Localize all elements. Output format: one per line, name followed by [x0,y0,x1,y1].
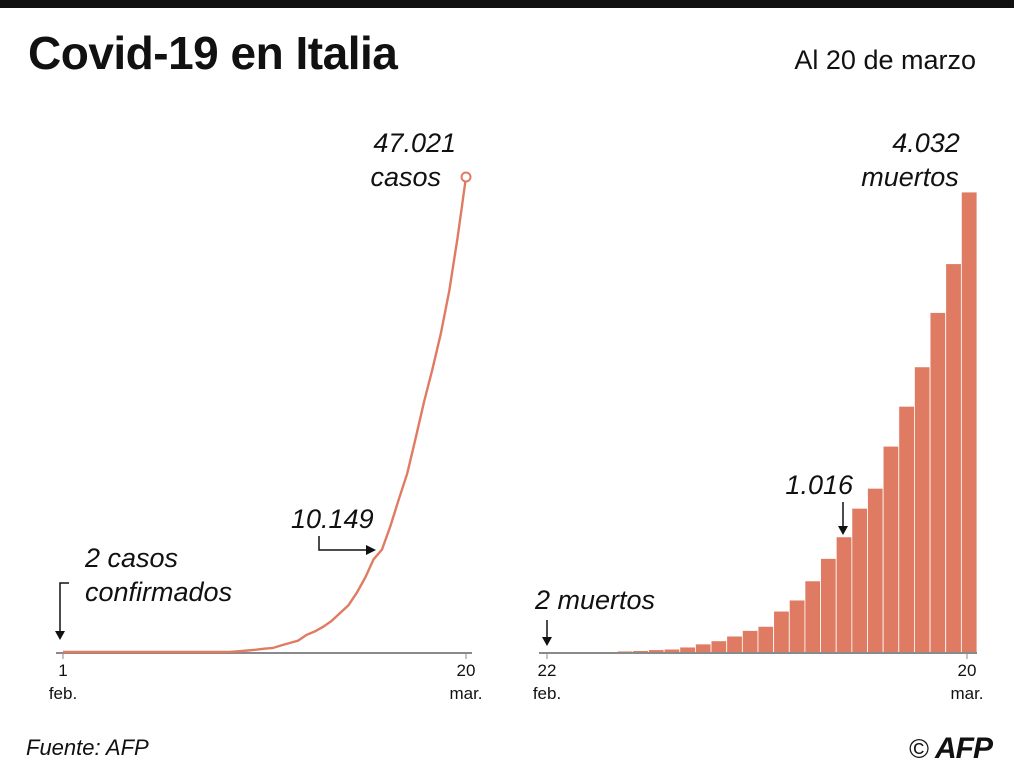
deaths-bar [945,263,962,654]
deaths-start-label: 2 muertos [534,585,655,615]
deaths-bar [929,312,947,654]
cases-mid-label: 10.149 [291,504,374,534]
chart-title: Covid-19 en Italia [28,27,398,79]
deaths-bar [773,610,790,654]
date-label: Al 20 de marzo [794,45,976,75]
cases-end-label-line1: 47.021 [373,128,456,158]
cases-start-leader [59,582,69,632]
cases-end-label-line2: casos [370,162,441,192]
top-rule [0,0,1014,8]
deaths-bar [710,640,728,654]
deaths-bar [882,445,900,654]
cases-start-label-line1: 2 casos [84,543,178,573]
deaths-bar [726,635,743,654]
cases-line-chart: 2 casos confirmados 10.149 47.021 casos … [49,128,483,703]
x-tick-left-end-month: mar. [449,684,482,703]
deaths-bar [695,643,712,654]
credit: © AFP [909,732,993,766]
deaths-end-label-line1: 4.032 [892,128,960,158]
deaths-bar [804,580,821,654]
copyright-icon: © [909,733,929,764]
cases-end-marker [460,171,472,183]
x-tick-left-start-day: 1 [58,661,67,680]
afp-logo: AFP [935,732,993,765]
deaths-bar [835,536,853,654]
x-tick-left-end-day: 20 [457,661,476,680]
cases-start-arrowhead [55,631,65,640]
deaths-bars-group [538,191,978,654]
deaths-bar [788,599,806,654]
cases-mid-arrowhead [366,545,376,555]
deaths-bar [914,366,931,654]
deaths-bar [820,558,837,654]
deaths-bar [757,625,775,654]
deaths-start-arrowhead [542,637,552,646]
cases-points-group [62,176,467,653]
x-tick-right-end-day: 20 [958,661,977,680]
x-tick-right-end-month: mar. [950,684,983,703]
cases-start-label-line2: confirmados [85,577,232,607]
deaths-bar-chart: 2 muertos 1.016 4.032 muertos 22 feb. 20… [533,128,984,703]
x-tick-right-start-month: feb. [533,684,561,703]
deaths-bar [960,191,978,654]
cases-mid-leader [318,536,368,551]
deaths-bar [867,487,884,654]
deaths-bar [898,405,915,654]
deaths-bar [851,507,868,654]
deaths-mid-label: 1.016 [785,470,854,500]
deaths-mid-arrowhead [838,526,848,535]
deaths-bar [741,630,759,654]
deaths-end-label-line2: muertos [861,162,959,192]
source-note: Fuente: AFP [26,735,149,760]
x-tick-right-start-day: 22 [538,661,557,680]
x-tick-left-start-month: feb. [49,684,77,703]
